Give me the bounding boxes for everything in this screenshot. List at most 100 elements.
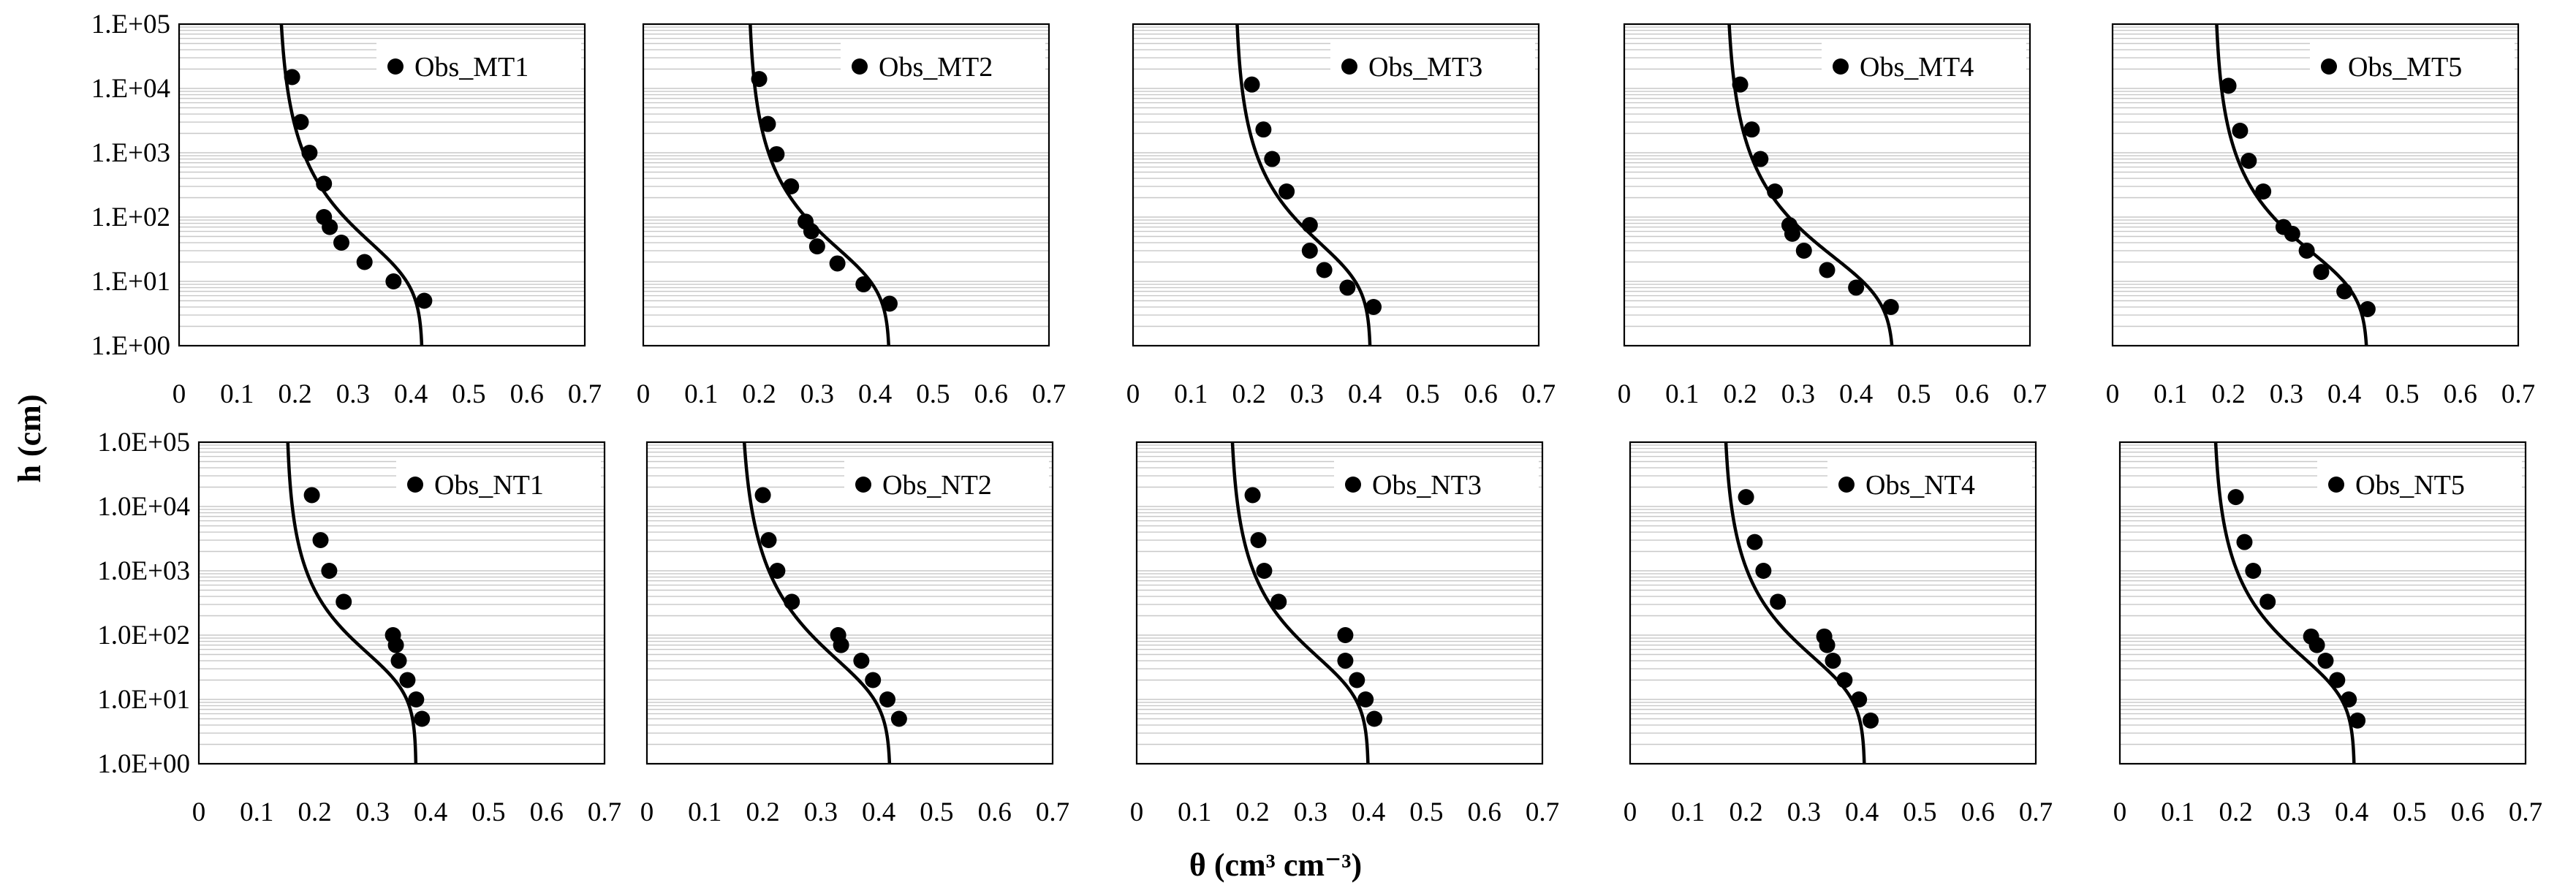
x-tick-label: 0.5 [471,797,505,827]
x-tick-label: 0.2 [2219,797,2252,827]
observed-point [2259,593,2276,610]
x-tick-label: 0.3 [1290,379,1324,409]
observed-point [1243,76,1260,93]
x-tick-label: 0.3 [336,379,370,409]
x-tick-label: 0 [637,379,651,409]
observed-point [2313,264,2330,281]
observed-point [1256,563,1273,579]
x-tick-label: 0.6 [974,379,1008,409]
x-tick-label: 0.3 [804,797,838,827]
observed-point [399,672,416,688]
observed-point [414,710,431,727]
x-tick-label: 0.4 [858,379,892,409]
observed-point [2236,534,2253,550]
observed-point [303,487,320,504]
legend-marker [1838,477,1855,493]
observed-point [2329,672,2346,688]
x-tick-label: 0.6 [1468,797,1501,827]
observed-point [829,255,846,272]
panel-obs-nt1: 1.0E+00 1.0E+01 1.0E+02 1.0E+03 1.0E+04 1.0E+… [97,428,621,827]
x-tick-label: 0.1 [1665,379,1699,409]
observed-point [1337,627,1354,643]
legend-label: Obs_NT2 [882,470,992,501]
x-tick-label: 0.2 [742,379,776,409]
observed-point [754,487,771,504]
observed-point [416,292,433,309]
observed-point [1819,262,1836,278]
legend-label: Obs_NT3 [1372,470,1482,501]
legend-marker [852,58,868,75]
legend-background [1334,458,1539,505]
fitted-curve [1230,441,1370,764]
x-tick-label: 0.6 [1464,379,1498,409]
observed-point [1848,279,1865,296]
observed-point [881,295,898,312]
plot-frame [178,23,586,347]
observed-point [1752,151,1769,167]
x-tick-label: 0.3 [2270,379,2303,409]
observed-point [333,235,349,251]
observed-point [1746,534,1763,550]
observed-point [2336,283,2353,300]
legend-label: Obs_NT5 [2355,470,2465,501]
x-tick-label: 0.2 [1232,379,1265,409]
observed-point [1851,691,1868,707]
x-tick-label: 0.1 [220,379,254,409]
fitted-curve [1724,441,1866,764]
y-tick-label: 1.E+02 [91,202,170,232]
x-tick-label: 0.6 [1955,379,1989,409]
observed-point [2232,122,2249,139]
observed-point [1825,653,1841,669]
x-tick-label: 0.3 [1781,379,1815,409]
legend-background [376,40,581,87]
observed-point [855,276,872,293]
x-tick-label: 0.4 [1348,379,1382,409]
x-tick-label: 0.5 [916,379,950,409]
x-tick-label: 0.7 [588,797,621,827]
legend-background [844,458,1049,505]
y-tick-label: 1.0E+05 [97,428,190,458]
observed-point [384,627,401,643]
observed-point [1270,593,1287,610]
x-tick-label: 0.7 [568,379,602,409]
y-tick-label: 1.0E+03 [97,556,190,586]
legend-marker [1345,477,1361,493]
observed-point [1301,243,1318,259]
panel-obs-nt5: 0 0.1 0.2 0.3 0.4 0.5 0.6 0.7 Obs_NT5 [2113,441,2542,827]
legend-background [1822,40,2026,87]
x-tick-label: 0.5 [452,379,485,409]
y-tick-label: 1.0E+01 [97,685,190,715]
x-tick-label: 0.3 [800,379,834,409]
observed-point [312,532,329,549]
x-tick-label: 0.7 [2501,379,2535,409]
x-tick-label: 0.4 [2335,797,2368,827]
x-tick-label: 0.5 [2385,379,2419,409]
observed-point [783,178,800,195]
plot-frame [645,441,1054,765]
legend-label: Obs_MT5 [2348,52,2462,83]
x-tick-label: 0.2 [746,797,779,827]
x-tick-label: 0.6 [1961,797,1995,827]
legend-background [841,40,1045,87]
x-tick-label: 0 [1126,379,1140,409]
y-axis-title: h (cm) [12,395,48,483]
legend-label: Obs_MT4 [1860,52,1974,83]
observed-point [1781,216,1797,233]
observed-point [1795,243,1812,259]
panel-obs-mt5: 0 0.1 0.2 0.3 0.4 0.5 0.6 0.7 Obs_MT5 [2106,23,2535,409]
legend-label: Obs_MT3 [1368,52,1482,83]
x-tick-label: 0.1 [2161,797,2194,827]
plot-frame [197,441,606,765]
fitted-curve [286,441,418,764]
x-tick-label: 0.2 [1723,379,1757,409]
observed-point [1357,691,1374,707]
observed-point [2220,77,2237,94]
x-tick-label: 0.6 [2444,379,2477,409]
observed-point [2275,219,2292,235]
observed-point [1836,672,1853,688]
legend-background [2317,458,2522,505]
x-tick-label: 0.3 [356,797,390,827]
x-tick-label: 0.5 [920,797,953,827]
x-tick-label: 0 [2106,379,2120,409]
observed-point [830,627,846,643]
